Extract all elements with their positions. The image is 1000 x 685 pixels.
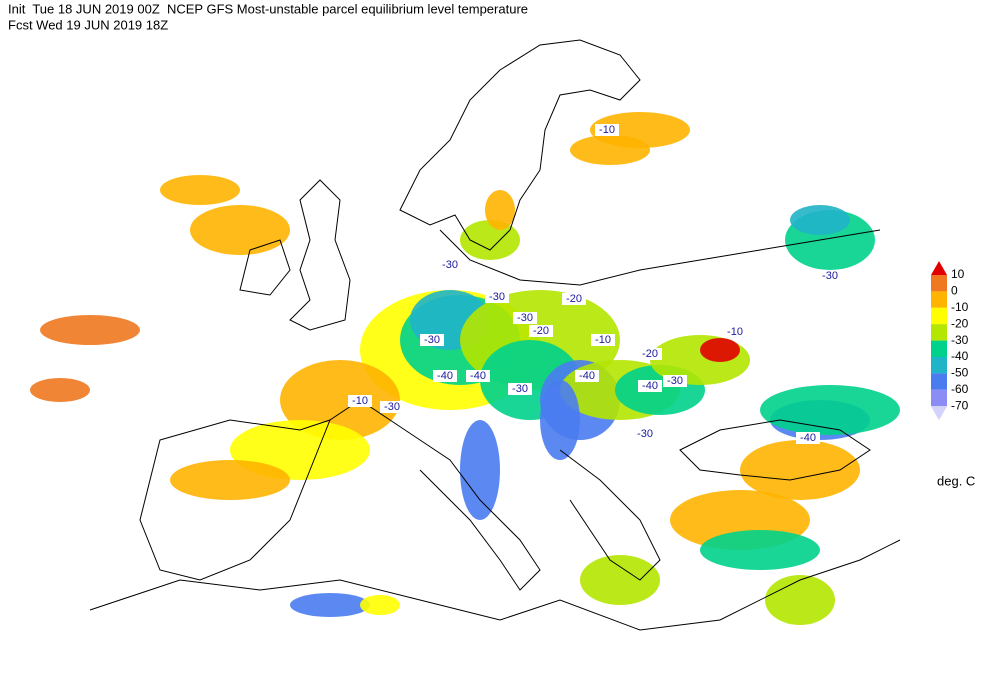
field-area [740, 440, 860, 500]
contour-label: -40 [470, 370, 486, 382]
contour-label: -10 [727, 326, 743, 338]
field-layer [30, 112, 900, 625]
colorbar-label: -20 [951, 316, 969, 330]
contour-label: -10 [352, 395, 368, 407]
contour-label: -20 [642, 348, 658, 360]
label-box [575, 370, 599, 382]
colorbar-label: 10 [951, 267, 965, 281]
colorbar-unit: deg. C [937, 473, 975, 488]
label-box [638, 380, 662, 392]
contour-label: -30 [424, 334, 440, 346]
label-box [420, 334, 444, 346]
contour-label: -40 [437, 370, 453, 382]
coastline [399, 39, 641, 251]
label-box [466, 370, 490, 382]
contour-label: -30 [442, 259, 458, 271]
label-box [433, 370, 457, 382]
field-area [570, 135, 650, 165]
label-box [348, 395, 372, 407]
label-box [380, 401, 404, 413]
label-box [638, 348, 662, 360]
colorbar-label: -70 [951, 398, 969, 412]
label-box [663, 375, 687, 387]
coastline [139, 419, 331, 581]
label-box [513, 312, 537, 324]
field-area [580, 555, 660, 605]
contour-label: -20 [533, 325, 549, 337]
colorbar-arrow [931, 406, 947, 421]
colorbar-label: 0 [951, 284, 958, 298]
coastline [439, 229, 881, 286]
label-box [529, 325, 553, 337]
contour-label: -30 [667, 375, 683, 387]
contour-label: -40 [800, 432, 816, 444]
coastline [679, 419, 871, 481]
field-area [540, 380, 580, 460]
field-area [40, 315, 140, 345]
colorbar-box [931, 389, 947, 407]
contour-label: -30 [517, 312, 533, 324]
label-box [508, 383, 532, 395]
contour-labels: -10-30-30 -20-30-20-30 -10-10-20-40 -40 -40-… [348, 124, 842, 444]
header-line: Init Tue 18 JUN 2019 00Z NCEP GFS Most-u… [8, 1, 528, 16]
field-area [160, 175, 240, 205]
field-area [30, 378, 90, 402]
label-box [633, 428, 657, 440]
label-box [723, 326, 747, 338]
field-area [760, 385, 900, 435]
label-box [796, 432, 820, 444]
field-area [460, 420, 500, 520]
colorbar: 10 0 -10 -20 -30 -40 -50 -60 -70 [931, 261, 969, 421]
coastline [559, 449, 661, 581]
contour-label: -40 [642, 380, 658, 392]
colorbar-box [931, 324, 947, 341]
label-box [438, 259, 462, 271]
coastline [239, 239, 291, 296]
colorbar-box [931, 340, 947, 357]
colorbar-label: -30 [951, 333, 969, 347]
colorbar-label: -10 [951, 300, 969, 314]
contour-label: -30 [512, 383, 528, 395]
field-area [790, 205, 850, 235]
label-box [595, 124, 619, 136]
coastline [329, 399, 541, 591]
field-area [700, 338, 740, 362]
coastline [89, 539, 901, 631]
contour-label: -10 [595, 334, 611, 346]
field-area [485, 190, 515, 230]
colorbar-label: -50 [951, 366, 969, 380]
label-box [818, 270, 842, 282]
colorbar-label: -60 [951, 382, 969, 396]
colorbar-box [931, 357, 947, 374]
header-line: Fcst Wed 19 JUN 2019 18Z [8, 17, 168, 32]
field-area [170, 460, 290, 500]
field-area [360, 595, 400, 615]
label-box [485, 291, 509, 303]
label-box [562, 293, 586, 305]
field-area [700, 530, 820, 570]
contour-label: -30 [489, 291, 505, 303]
colorbar-arrow [931, 261, 947, 275]
contour-label: -30 [822, 270, 838, 282]
colorbar-label: -40 [951, 349, 969, 363]
contour-label: -30 [637, 428, 653, 440]
field-area [190, 205, 290, 255]
colorbar-box [931, 307, 947, 325]
contour-label: -10 [599, 124, 615, 136]
field-area [290, 593, 370, 617]
contour-label: -30 [384, 401, 400, 413]
field-area [460, 220, 520, 260]
label-box [591, 334, 615, 346]
field-area [280, 360, 400, 440]
coastline [289, 179, 351, 331]
coastlines [89, 39, 901, 631]
colorbar-box [931, 373, 947, 390]
contour-label: -40 [579, 370, 595, 382]
field-area [765, 575, 835, 625]
contour-label: -20 [566, 293, 582, 305]
colorbar-box [931, 275, 947, 292]
colorbar-box [931, 291, 947, 308]
